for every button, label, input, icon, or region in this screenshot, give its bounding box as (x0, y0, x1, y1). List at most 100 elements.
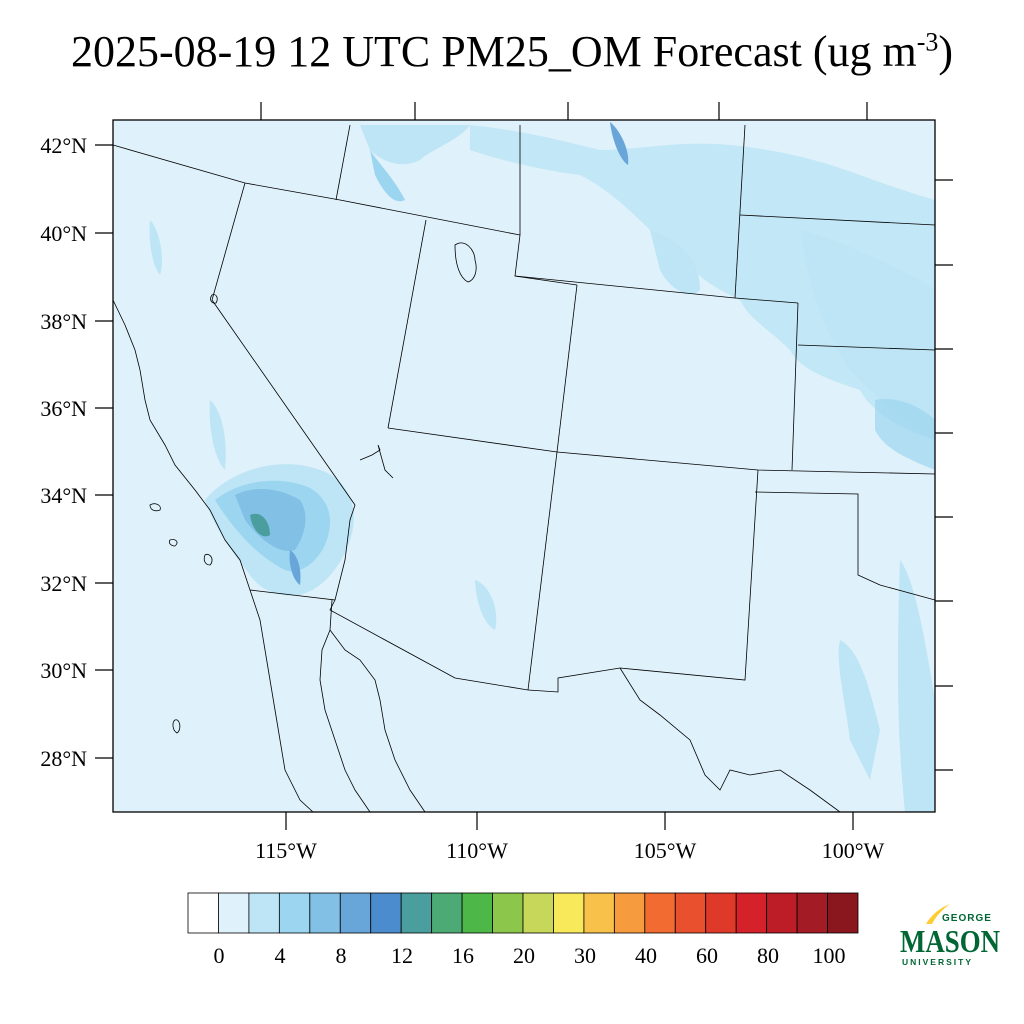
colorbar-swatch (583, 892, 615, 934)
colorbar-label: 100 (813, 943, 846, 968)
field-kansas (875, 399, 935, 470)
lat-label: 30°N (40, 658, 87, 683)
field-idaho-2 (370, 150, 405, 202)
field-arizona (475, 580, 497, 630)
colorbar-label: 0 (214, 943, 225, 968)
coast-gulf-west (319, 629, 371, 812)
boundary-ks-ok (797, 344, 935, 351)
colorbar-swatch (187, 892, 219, 934)
colorbar-swatch (613, 892, 646, 934)
lon-label: 100°W (822, 838, 885, 863)
colorbar-swatch (278, 892, 311, 934)
lat-label: 34°N (40, 483, 87, 508)
boundary-ca-nv (211, 182, 356, 506)
field-east (800, 230, 935, 440)
colorbar-swatch (827, 892, 859, 934)
lat-labels: 42°N 40°N 38°N 36°N 34°N 32°N 30°N 28°N (40, 133, 87, 771)
boundary-co-ks (791, 302, 799, 471)
boundary-sd-ne (739, 214, 935, 226)
colorbar-swatch (339, 892, 372, 934)
colorbar-label: 20 (513, 943, 535, 968)
colorbar-label: 4 (275, 943, 286, 968)
lat-label: 42°N (40, 133, 87, 158)
boundary-id-nv (335, 124, 351, 201)
field-calif-north (209, 400, 226, 470)
lat-label: 32°N (40, 571, 87, 596)
colorbar-swatch (674, 892, 707, 934)
island-3 (203, 553, 213, 566)
lat-label: 28°N (40, 746, 87, 771)
title-main: 2025-08-19 12 UTC PM25_OM Forecast (ug m (70, 27, 917, 76)
colorbar-swatch (705, 892, 737, 934)
island-1 (149, 503, 161, 512)
concentration-field (149, 122, 935, 812)
colorbar-swatch (431, 892, 463, 934)
boundary-or-ca (113, 144, 521, 236)
coast-california (113, 299, 314, 812)
lon-label: 110°W (446, 838, 508, 863)
gmu-logo: GEORGE MASON UNIVERSITY (900, 904, 1000, 967)
boundary-four-corners (387, 427, 935, 475)
colorbar-swatch (400, 892, 433, 934)
lat-label: 38°N (40, 309, 87, 334)
boundary-ut-co (556, 284, 578, 453)
colorbar-swatch (735, 892, 768, 934)
logo-george: GEORGE (942, 913, 992, 924)
colorbar-swatch (218, 892, 250, 934)
colorbar-swatch (309, 892, 341, 934)
lat-label: 36°N (40, 396, 87, 421)
boundary-az-nm (527, 451, 558, 691)
boundary-ca-az (334, 504, 356, 601)
boundary-az-mex (249, 589, 529, 691)
lon-label: 115°W (255, 838, 317, 863)
field-wyoming (610, 122, 629, 165)
boundary-wy-ne (734, 124, 746, 299)
boundary-nm-tx (527, 469, 759, 693)
colorbar-swatch (248, 892, 280, 934)
rio-grande (619, 667, 841, 812)
field-texas (838, 640, 880, 780)
colorbar-label: 16 (452, 943, 474, 968)
field-nevada (149, 220, 162, 275)
logo-swoosh-icon (926, 904, 950, 924)
map-frame (112, 119, 936, 813)
colorbar (187, 892, 859, 934)
lon-labels: 115°W 110°W 105°W 100°W (255, 838, 884, 863)
colorbar-labels: 0 4 8 12 16 20 30 40 60 80 100 (214, 943, 846, 968)
title-close: ) (938, 27, 954, 76)
field-socal-inner (235, 488, 306, 551)
field-socal-sw (289, 550, 301, 585)
colorbar-label: 30 (574, 943, 596, 968)
colorbar-swatch (370, 892, 402, 934)
colorbar-swatch (766, 892, 798, 934)
colorbar-swatch (492, 892, 524, 934)
colorbar-swatch (461, 892, 493, 934)
colorbar-label: 12 (391, 943, 413, 968)
boundary-nv-ut (387, 219, 427, 429)
island-2 (168, 539, 178, 547)
field-colorado (650, 230, 700, 294)
colorbar-label: 60 (696, 943, 718, 968)
field-socal-peak (250, 513, 270, 537)
lon-label: 105°W (634, 838, 697, 863)
boundary-lake-mead (359, 444, 394, 479)
title-exponent: -3 (916, 27, 939, 57)
field-idaho (360, 125, 470, 165)
colorbar-label: 40 (635, 943, 657, 968)
lat-label: 40°N (40, 221, 87, 246)
colorbar-swatch (796, 892, 828, 934)
colorbar-swatch (522, 892, 554, 934)
colorbar-label: 8 (336, 943, 347, 968)
coast-gulf-east (329, 599, 426, 812)
page-title: 2025-08-19 12 UTC PM25_OM Forecast (ug m… (0, 22, 1024, 82)
lake-tahoe (210, 294, 218, 304)
field-texas-east (897, 560, 935, 812)
colorbar-label: 80 (757, 943, 779, 968)
boundary-ok-tx (754, 491, 935, 601)
boundaries (113, 124, 935, 812)
tick-marks (95, 102, 953, 830)
boundary-ut-wy (514, 125, 578, 286)
logo-university: UNIVERSITY (902, 957, 973, 967)
logo-mason: MASON (900, 923, 1000, 959)
